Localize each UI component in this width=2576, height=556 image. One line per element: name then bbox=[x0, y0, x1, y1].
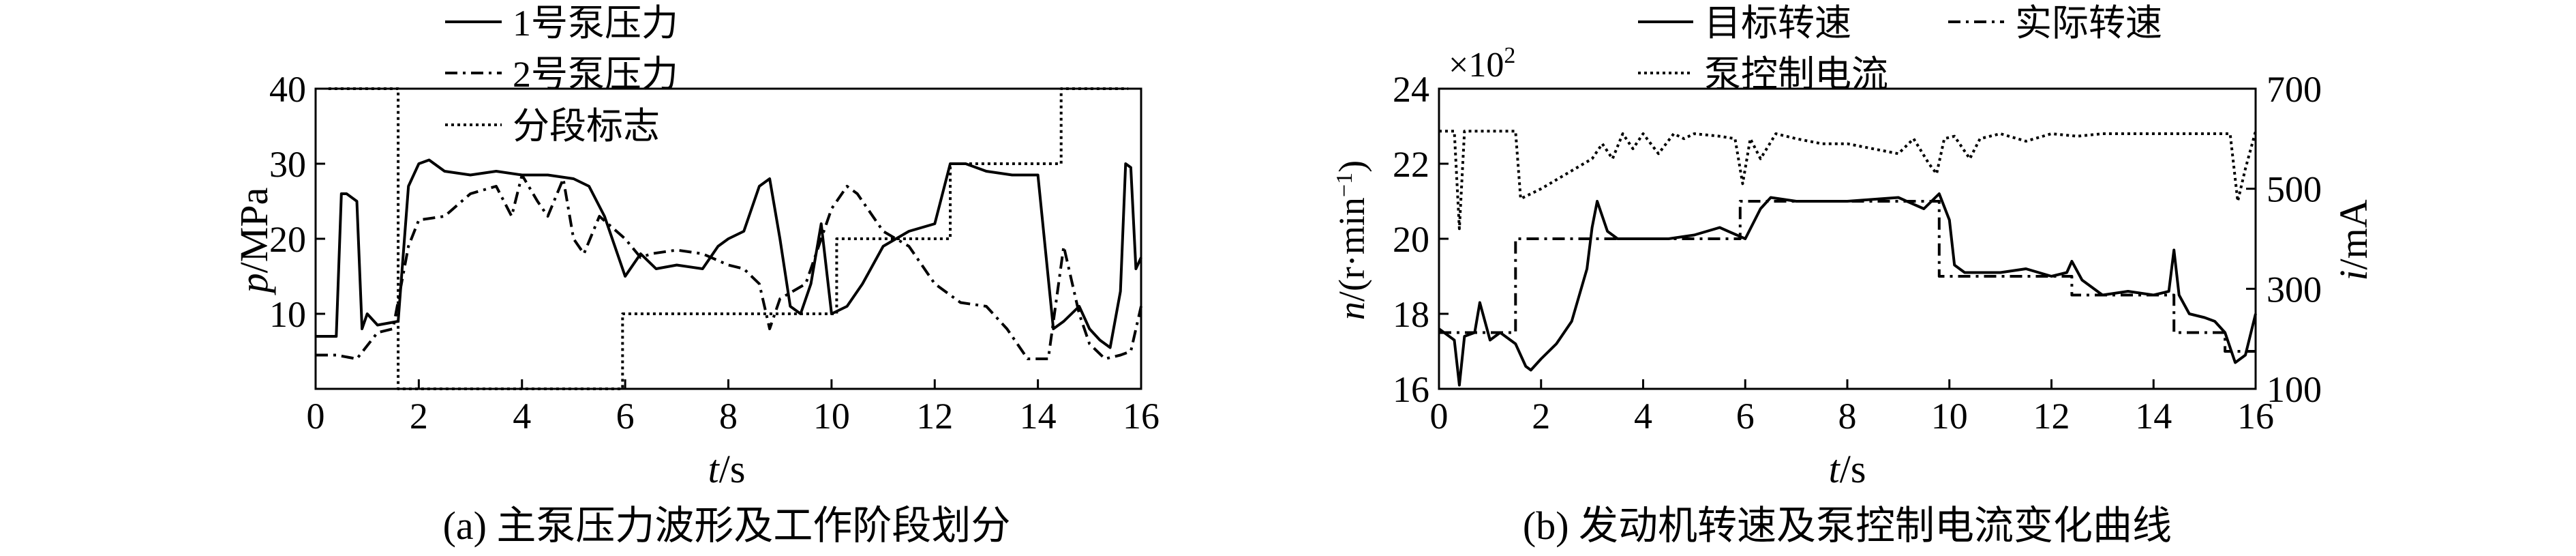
chart-a-x-tick-label: 14 bbox=[1020, 396, 1057, 437]
chart-b-y-tick-label: 20 bbox=[1393, 219, 1429, 260]
chart-b-x-tick-label: 2 bbox=[1532, 396, 1550, 437]
chart-b-y-tick-label: 22 bbox=[1393, 144, 1429, 185]
chart-b-y-label: n/(r·min−1) bbox=[1331, 160, 1372, 320]
chart-b-y-tick-label: 16 bbox=[1393, 369, 1429, 410]
chart-b-x-tick-label: 0 bbox=[1430, 396, 1449, 437]
chart-a-legend: 1号泵压力 2号泵压力 分段标志 bbox=[445, 3, 678, 147]
chart-a-y-ticks: 10 20 30 40 bbox=[269, 69, 325, 335]
chart-a-x-tick-label: 10 bbox=[813, 396, 850, 437]
chart-a-series-1 bbox=[316, 158, 1142, 349]
chart-b-y-tick-label: 24 bbox=[1393, 69, 1429, 110]
chart-a-y-tick-label: 20 bbox=[269, 219, 306, 260]
chart-a-y-label-var: p bbox=[232, 273, 276, 295]
chart-a-x-tick-label: 0 bbox=[307, 396, 325, 437]
chart-a-x-ticks: 0 2 4 6 8 10 12 14 16 bbox=[307, 379, 1160, 437]
legend-a-label-2: 2号泵压力 bbox=[513, 54, 678, 95]
chart-a-x-tick-label: 8 bbox=[719, 396, 738, 437]
chart-a-x-label: t/s bbox=[708, 447, 746, 491]
chart-b-legend: 目标转速 实际转速 泵控制电流 bbox=[1638, 3, 2162, 95]
chart-b-y2-label-var: i bbox=[2331, 270, 2376, 281]
legend-a-label-3: 分段标志 bbox=[513, 106, 660, 147]
chart-b-series-2 bbox=[1439, 200, 2256, 353]
chart-b-y-label-var: n bbox=[1331, 302, 1372, 320]
chart-a-x-tick-label: 4 bbox=[513, 396, 531, 437]
chart-b-multiplier-exp: 2 bbox=[1504, 43, 1515, 68]
chart-b-y-tick-label: 18 bbox=[1393, 294, 1429, 335]
chart-b-series-3 bbox=[1439, 130, 2257, 231]
chart-b-caption: (b) 发动机转速及泵控制电流变化曲线 bbox=[1523, 503, 2172, 548]
chart-a-x-tick-label: 16 bbox=[1123, 396, 1160, 437]
chart-b-x-tick-label: 6 bbox=[1736, 396, 1755, 437]
chart-a-series-2 bbox=[316, 173, 1142, 360]
chart-b-x-label: t/s bbox=[1829, 447, 1866, 491]
chart-b-x-label-unit: /s bbox=[1840, 447, 1866, 491]
chart-a-y-tick-label: 30 bbox=[269, 144, 306, 185]
chart-b-y2-tick-label: 100 bbox=[2267, 369, 2322, 410]
chart-a-x-label-var: t bbox=[708, 447, 721, 491]
chart-b-y2-tick-label: 500 bbox=[2267, 169, 2322, 210]
chart-b-y-ticks: 16 18 20 22 24 bbox=[1393, 69, 1449, 410]
chart-a-y-label-unit: /MPa bbox=[232, 188, 276, 274]
chart-a-x-tick-label: 6 bbox=[616, 396, 635, 437]
chart-b-y2-tick-label: 300 bbox=[2267, 269, 2322, 310]
chart-a-x-tick-label: 2 bbox=[410, 396, 428, 437]
chart-b-y2-label-unit: /mA bbox=[2331, 199, 2376, 269]
chart-b-plot-area bbox=[1438, 130, 2257, 387]
legend-b-label-1: 目标转速 bbox=[1704, 3, 1851, 44]
chart-a-y-tick-label: 40 bbox=[269, 69, 306, 110]
chart-b-y-label-sup: −1 bbox=[1332, 173, 1357, 197]
chart-b-x-ticks: 0 2 4 6 8 10 12 14 16 bbox=[1430, 379, 2274, 437]
chart-a-y-tick-label: 10 bbox=[269, 294, 306, 335]
chart-a-x-label-unit: /s bbox=[719, 447, 746, 491]
chart-b-x-tick-label: 14 bbox=[2135, 396, 2172, 437]
chart-b-multiplier-base: ×10 bbox=[1449, 46, 1504, 85]
legend-a-label-1: 1号泵压力 bbox=[513, 3, 678, 44]
chart-a: 0 2 4 6 8 10 12 14 16 10 20 30 40 t/s p/MPa 1号泵压力 2… bbox=[232, 3, 1160, 548]
legend-b-label-2: 实际转速 bbox=[2015, 3, 2162, 44]
chart-a-x-tick-label: 12 bbox=[916, 396, 953, 437]
chart-b-x-tick-label: 16 bbox=[2237, 396, 2274, 437]
chart-b-x-tick-label: 4 bbox=[1634, 396, 1652, 437]
chart-b-y-label-unit: /(r·min bbox=[1331, 197, 1372, 302]
chart-b-y-label-end: ) bbox=[1331, 160, 1372, 173]
chart-b-x-tick-label: 12 bbox=[2033, 396, 2070, 437]
chart-b-y2-ticks: 100 300 500 700 bbox=[2246, 69, 2322, 410]
chart-b-y2-label: i/mA bbox=[2331, 199, 2376, 280]
chart-a-caption: (a) 主泵压力波形及工作阶段划分 bbox=[443, 503, 1011, 548]
chart-a-y-label: p/MPa bbox=[232, 188, 276, 296]
chart-a-plot-area bbox=[316, 87, 1142, 390]
chart-b-y2-tick-label: 700 bbox=[2267, 69, 2322, 110]
legend-b-label-3: 泵控制电流 bbox=[1704, 54, 1888, 95]
chart-b-x-tick-label: 10 bbox=[1931, 396, 1968, 437]
chart-b-x-label-var: t bbox=[1829, 447, 1841, 491]
chart-b-multiplier: ×102 bbox=[1449, 43, 1515, 85]
chart-b-series-1 bbox=[1438, 192, 2257, 387]
chart-b-x-tick-label: 8 bbox=[1838, 396, 1857, 437]
